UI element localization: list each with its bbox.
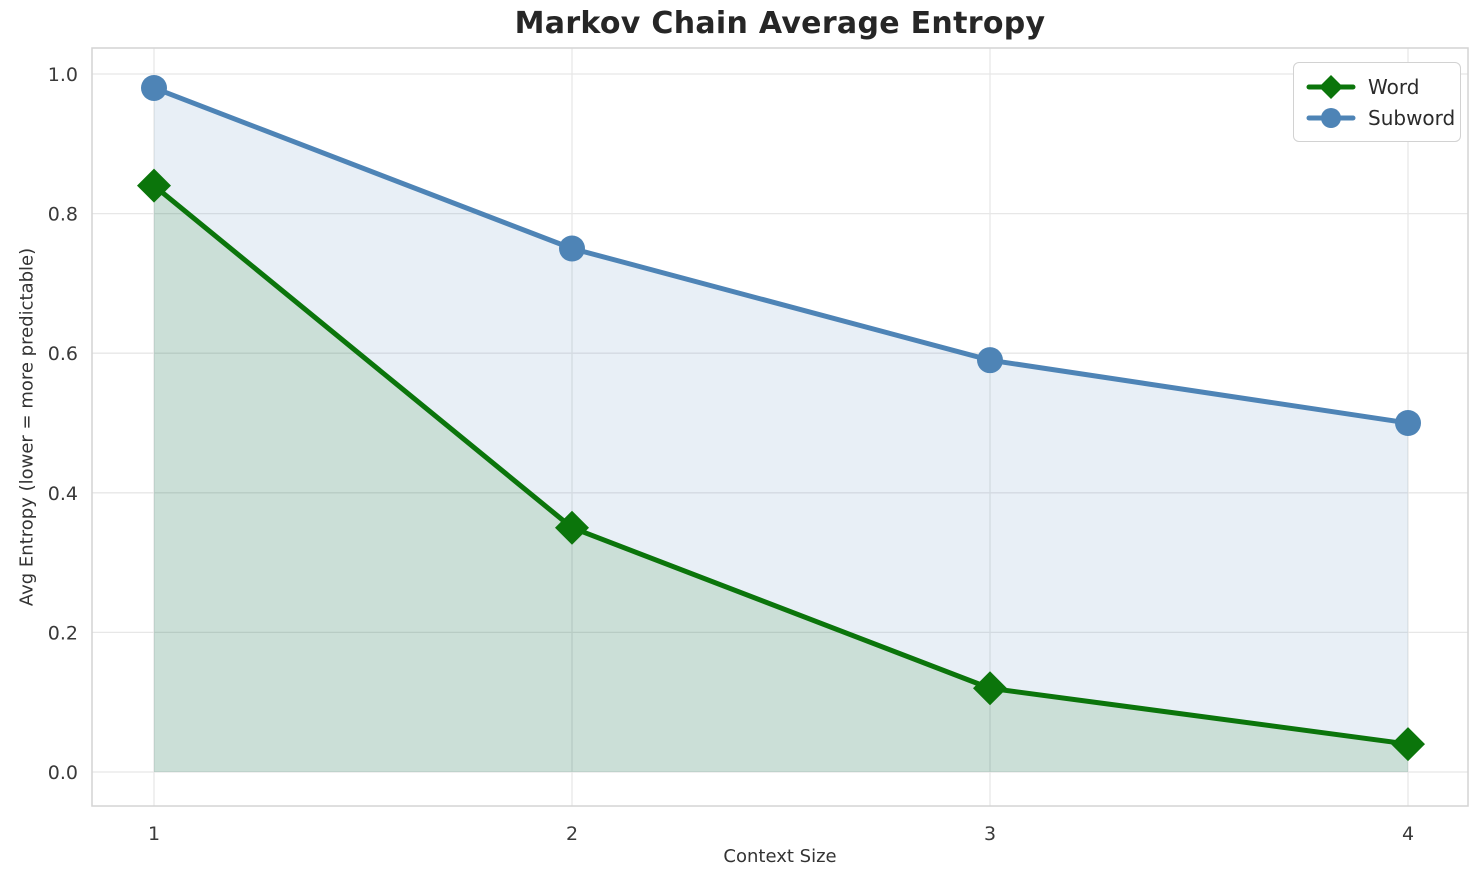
chart-title: Markov Chain Average Entropy bbox=[514, 6, 1046, 41]
word-data-point bbox=[555, 510, 589, 545]
word-data-point bbox=[973, 671, 1007, 706]
legend-item-subword: Subword bbox=[1306, 102, 1455, 133]
y-tick-label: 1.0 bbox=[48, 64, 78, 86]
word-series-fill bbox=[154, 185, 1408, 772]
plot-border bbox=[91, 47, 1469, 807]
word-diamond-icon bbox=[1306, 74, 1356, 99]
subword-data-point bbox=[977, 347, 1003, 374]
y-tick-label: 0.8 bbox=[48, 204, 78, 226]
legend-label-subword: Subword bbox=[1368, 105, 1456, 130]
legend: Word Subword bbox=[1293, 62, 1461, 142]
subword-data-point bbox=[1395, 410, 1421, 436]
y-tick-label: 0.2 bbox=[48, 622, 78, 644]
subword-series-fill bbox=[154, 87, 1408, 772]
x-tick-label: 4 bbox=[1402, 823, 1414, 845]
word-data-point bbox=[137, 168, 171, 203]
plot-area bbox=[92, 48, 1468, 806]
y-tick-label: 0.4 bbox=[48, 483, 78, 505]
legend-item-word: Word bbox=[1306, 71, 1448, 102]
x-tick-label: 1 bbox=[148, 823, 160, 845]
subword-data-point bbox=[559, 235, 585, 262]
subword-series-line bbox=[151, 85, 1411, 426]
word-data-point bbox=[1391, 727, 1425, 762]
legend-label-word: Word bbox=[1368, 74, 1420, 99]
subword-data-point bbox=[141, 74, 167, 101]
word-series-line bbox=[151, 183, 1411, 747]
x-tick-label: 3 bbox=[984, 823, 996, 845]
y-tick-label: 0.6 bbox=[48, 343, 78, 365]
x-axis-label: Context Size bbox=[723, 846, 837, 867]
subword-circle-icon bbox=[1306, 107, 1356, 128]
y-tick-label: 0.0 bbox=[48, 762, 78, 784]
x-tick-label: 2 bbox=[566, 823, 578, 845]
